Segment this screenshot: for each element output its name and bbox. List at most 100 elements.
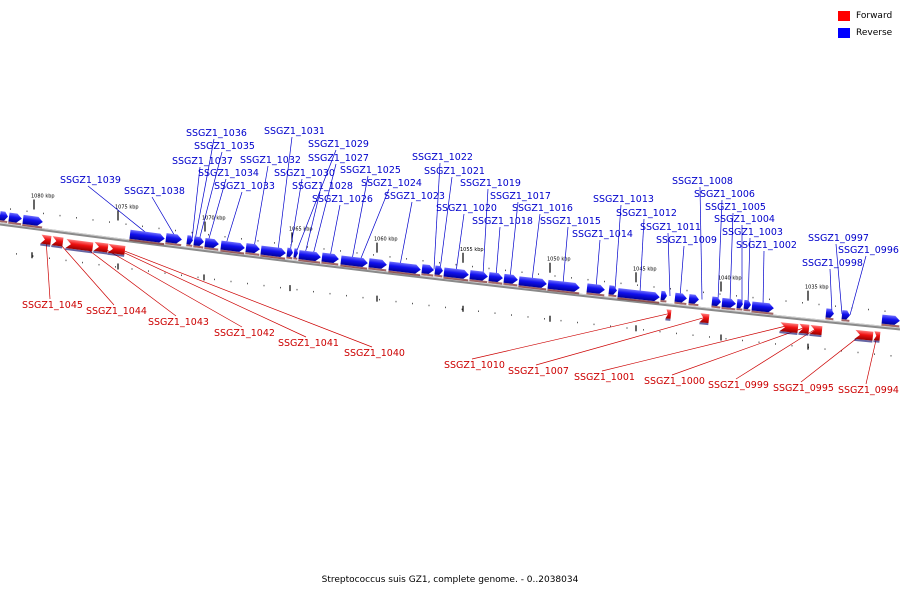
gene-label: SSGZ1_1017 bbox=[490, 191, 551, 202]
leader-line bbox=[829, 268, 833, 314]
minor-tick bbox=[307, 246, 308, 248]
minor-tick bbox=[659, 330, 661, 333]
forward-gene bbox=[660, 290, 667, 303]
gene-shape bbox=[260, 245, 286, 257]
forward-gene bbox=[434, 265, 443, 278]
gene-label: SSGZ1_1011 bbox=[640, 222, 701, 233]
gene-label: SSGZ1_1031 bbox=[264, 126, 325, 137]
gene-shape bbox=[298, 250, 321, 262]
minor-tick bbox=[92, 219, 94, 221]
gene-label: SSGZ1_0997 bbox=[808, 233, 869, 244]
gene-label: SSGZ1_0999 bbox=[708, 380, 769, 391]
minor-tick bbox=[461, 308, 463, 311]
gene-label: SSGZ1_1025 bbox=[340, 165, 401, 176]
minor-tick bbox=[125, 223, 127, 225]
gene-shadow bbox=[699, 322, 709, 326]
minor-tick bbox=[208, 233, 209, 236]
forward-gene bbox=[469, 270, 488, 284]
gene-shadow bbox=[841, 319, 850, 322]
leader-line bbox=[535, 317, 705, 366]
leader-line bbox=[117, 248, 373, 348]
gene-label: SSGZ1_1033 bbox=[214, 181, 275, 192]
gene-label: SSGZ1_1005 bbox=[705, 202, 766, 213]
minor-tick bbox=[175, 229, 176, 232]
leader-line bbox=[191, 166, 201, 240]
forward-gene bbox=[0, 211, 8, 224]
gene-label: SSGZ1_1036 bbox=[186, 128, 247, 139]
leader-line bbox=[289, 178, 303, 253]
gene-shape bbox=[93, 241, 109, 253]
forward-gene bbox=[368, 258, 387, 272]
gene-shadow bbox=[608, 294, 617, 298]
minor-tick bbox=[412, 302, 413, 305]
leader-line bbox=[79, 243, 177, 317]
scale-tick-label: 1055 kbp bbox=[460, 247, 484, 253]
genome-backbone bbox=[0, 222, 900, 331]
minor-tick bbox=[323, 248, 325, 250]
minor-tick bbox=[362, 296, 364, 299]
minor-tick bbox=[422, 260, 424, 262]
gene-shadow bbox=[186, 244, 193, 247]
reverse-gene bbox=[873, 331, 881, 343]
forward-gene bbox=[245, 243, 260, 256]
minor-tick bbox=[874, 353, 875, 355]
gene-shadow bbox=[586, 292, 605, 297]
gene-shadow bbox=[293, 257, 298, 260]
minor-tick bbox=[488, 267, 490, 270]
gene-shape bbox=[660, 290, 667, 301]
gene-shadow bbox=[245, 252, 260, 256]
leader-line bbox=[729, 212, 734, 303]
gene-shape bbox=[825, 308, 834, 318]
scale-tick-label: 1060 kbp bbox=[374, 237, 398, 243]
gene-label: SSGZ1_1015 bbox=[540, 216, 601, 227]
forward-gene bbox=[388, 261, 421, 277]
gene-shadow bbox=[298, 259, 321, 264]
reverse-gene bbox=[51, 236, 64, 249]
minor-tick bbox=[296, 288, 298, 291]
gene-shape bbox=[0, 211, 8, 221]
leader-line bbox=[667, 232, 671, 297]
forward-gene bbox=[617, 288, 660, 304]
gene-shadow bbox=[825, 317, 834, 321]
leader-line bbox=[45, 239, 51, 300]
minor-tick bbox=[373, 254, 374, 256]
gene-shape bbox=[586, 283, 605, 294]
gene-shadow bbox=[40, 243, 51, 247]
gene-label: SSGZ1_1032 bbox=[240, 155, 301, 166]
gene-label: SSGZ1_1002 bbox=[736, 240, 797, 251]
leader-line bbox=[113, 247, 307, 338]
minor-tick bbox=[158, 227, 160, 230]
minor-tick bbox=[109, 221, 110, 223]
gene-label: SSGZ1_1020 bbox=[436, 203, 497, 214]
gene-shape bbox=[368, 258, 387, 269]
gene-shape bbox=[699, 313, 710, 324]
gene-shadow bbox=[674, 301, 687, 305]
minor-tick bbox=[725, 337, 727, 340]
minor-tick bbox=[884, 310, 886, 312]
gene-label: SSGZ1_1029 bbox=[308, 139, 369, 150]
minor-tick bbox=[752, 296, 754, 299]
scale-tick-label: 1050 kbp bbox=[547, 257, 571, 263]
minor-tick bbox=[241, 238, 242, 240]
reverse-gene bbox=[107, 243, 126, 257]
gene-shape bbox=[721, 297, 736, 308]
leader-line bbox=[747, 237, 751, 305]
gene-shape bbox=[854, 329, 874, 341]
leader-line bbox=[699, 186, 703, 300]
minor-tick bbox=[857, 351, 859, 354]
reverse-gene bbox=[798, 323, 810, 336]
leader-line bbox=[439, 176, 453, 271]
minor-tick bbox=[406, 258, 407, 260]
gene-label: SSGZ1_1042 bbox=[214, 328, 275, 339]
minor-tick bbox=[32, 255, 34, 257]
gene-label: SSGZ1_1000 bbox=[644, 376, 705, 387]
gene-label: SSGZ1_1004 bbox=[714, 214, 775, 225]
minor-tick bbox=[230, 280, 232, 283]
leader-line bbox=[304, 191, 321, 255]
gene-shadow bbox=[8, 221, 22, 226]
gene-shadow bbox=[798, 332, 809, 336]
forward-gene bbox=[743, 299, 751, 312]
minor-tick bbox=[505, 269, 506, 272]
